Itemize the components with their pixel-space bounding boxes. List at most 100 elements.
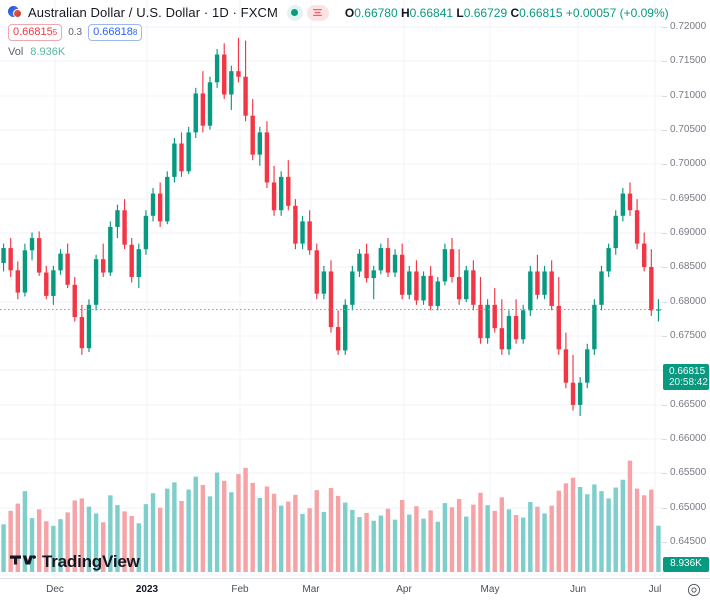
volume-bar (499, 497, 505, 572)
volume-bar (335, 495, 341, 572)
candle-body (165, 176, 170, 222)
volume-bar (200, 484, 206, 572)
series-visibility-dot[interactable] (286, 4, 303, 21)
ohlc-change: +0.00057 (565, 5, 617, 20)
volume-bar (115, 505, 120, 572)
volume-value-badge[interactable]: 8.936K (663, 557, 709, 572)
ohlc-o-value: 0.66780 (354, 5, 398, 20)
time-tick-label: Jul (648, 584, 662, 595)
current-price-value: 0.66815 (669, 366, 706, 377)
price-tick-dash (662, 404, 667, 406)
volume-bar (456, 498, 462, 572)
candle-body (314, 250, 319, 294)
candle-body (627, 193, 633, 211)
candles (1, 37, 661, 417)
price-tick-label: 0.69500 (670, 193, 707, 204)
indicator-value-blue[interactable]: 0.66818 8 (88, 24, 143, 41)
volume-bar (157, 507, 163, 572)
candlestick-svg (0, 0, 662, 578)
price-tick-dash (662, 163, 667, 165)
ohlc-l-label: L (456, 5, 464, 20)
ohlc-h-value: 0.66841 (409, 5, 454, 20)
volume-bar (143, 504, 149, 572)
candle-body (428, 275, 433, 306)
time-tick-label: Feb (231, 584, 249, 595)
price-tick-label: 0.66500 (670, 399, 707, 410)
price-tick-label: 0.70500 (670, 124, 707, 135)
volume-bar (293, 494, 298, 572)
volume-bar (485, 505, 490, 572)
time-tick-label: Dec (46, 584, 64, 595)
volume-bar (649, 489, 654, 572)
candle-body (143, 215, 149, 250)
ohlc-h-label: H (401, 5, 410, 20)
ohlc-c-value: 0.66815 (519, 5, 563, 20)
candle-body (101, 259, 106, 273)
volume-bar (656, 525, 661, 572)
price-tick-dash (662, 335, 667, 337)
candle-body (293, 205, 298, 244)
volume-bar (592, 484, 597, 572)
candle-body (642, 243, 647, 267)
volume-bar (577, 487, 583, 572)
indicator-value-red[interactable]: 0.66815 5 (8, 24, 63, 41)
volume-bar (364, 512, 369, 572)
volume-bar (350, 509, 355, 572)
price-tick: 0.68000 (662, 296, 710, 308)
price-tick-label: 0.71500 (670, 55, 707, 66)
candle-body (449, 249, 455, 277)
price-tick-label: 0.66000 (670, 433, 707, 444)
volume-bar (321, 511, 327, 572)
series-style-pill[interactable] (306, 4, 329, 21)
indicator-value-red-text: 0.66815 (13, 26, 53, 38)
candle-body (58, 253, 63, 271)
current-price-badge[interactable]: 0.66815 20:58:42 (663, 364, 709, 390)
volume-bar (435, 521, 440, 572)
candle-body (321, 271, 327, 294)
candle-body (435, 281, 440, 306)
candle-body (193, 93, 198, 133)
candle-body (1, 248, 6, 264)
candle-body (229, 71, 234, 95)
candle-body (222, 54, 227, 95)
volume-bar (414, 506, 419, 572)
candle-body (271, 182, 277, 211)
price-tick-dash (662, 198, 667, 200)
price-tick-label: 0.70000 (670, 158, 707, 169)
price-tick-dash (662, 301, 667, 303)
volume-bar (642, 495, 647, 572)
volume-bar (236, 474, 241, 572)
price-tick: 0.72000 (662, 21, 710, 33)
price-tick: 0.67500 (662, 330, 710, 342)
candle-body (278, 176, 284, 211)
candle-body (506, 315, 512, 350)
grid-lines (0, 0, 662, 578)
gear-icon[interactable] (687, 583, 701, 597)
symbol-title[interactable]: Australian Dollar / U.S. Dollar · 1D · F… (28, 5, 278, 20)
time-tick-label: Jun (569, 584, 587, 595)
volume-bar (492, 510, 497, 572)
volume-bar (136, 523, 142, 572)
candle-body (592, 304, 597, 350)
candle-body (528, 271, 533, 311)
candle-body (649, 266, 654, 311)
candle-body (371, 270, 376, 279)
price-tick: 0.70500 (662, 124, 710, 136)
volume-bar (129, 516, 134, 572)
volume-bar (449, 507, 455, 572)
candle-body (499, 328, 505, 350)
time-scale[interactable]: Dec 2023 Feb Mar Apr May Jun Jul (0, 578, 710, 600)
indicator-middle-value: 0.3 (68, 27, 83, 38)
volume-bar (421, 518, 426, 572)
chart-plot-area[interactable] (0, 0, 662, 578)
volume-bar (207, 496, 213, 572)
candle-body (414, 271, 419, 301)
volume-bar (563, 483, 569, 572)
volume-bar (378, 515, 384, 572)
price-scale[interactable]: 0.72000 0.71500 0.71000 0.70500 0.70000 0.695… (662, 0, 710, 578)
volume-bar (300, 513, 305, 572)
price-tick: 0.69500 (662, 193, 710, 205)
volume-bar (513, 515, 519, 572)
volume-bar (29, 518, 35, 572)
volume-bar (271, 493, 277, 572)
